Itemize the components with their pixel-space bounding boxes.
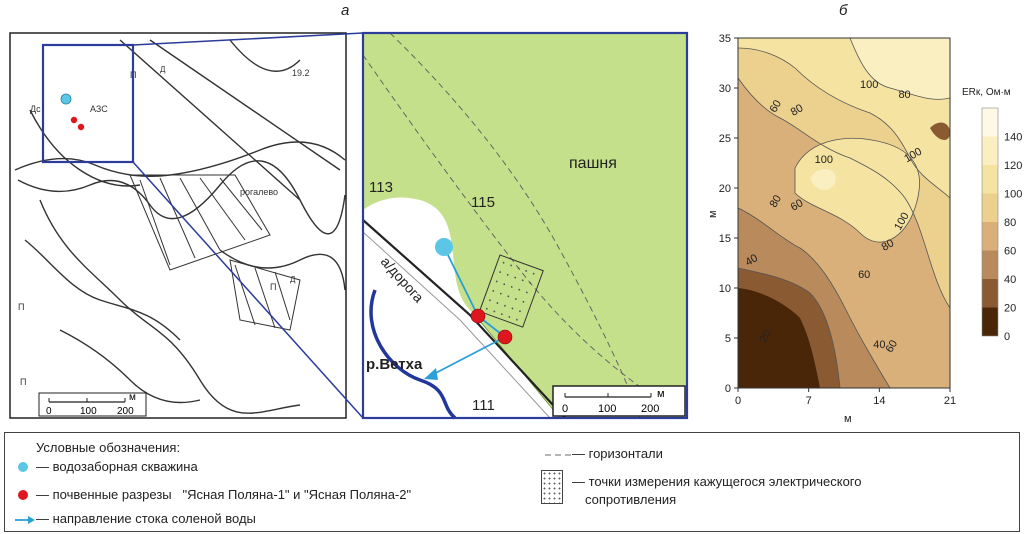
colorbar-segment xyxy=(982,108,998,137)
legend-well: — водозаборная скважина xyxy=(36,459,198,474)
legend-flow: — направление стока соленой воды xyxy=(36,511,256,526)
contour-value-label: 60 xyxy=(884,338,901,355)
detail-map: пашня 113 115 111 а/дорога р.Ветха 0 100… xyxy=(361,31,689,420)
x-tick-label: 7 xyxy=(806,395,812,407)
x-tick-label: 0 xyxy=(735,395,741,407)
road-line xyxy=(362,219,566,419)
svg-text:АЗС: АЗС xyxy=(90,104,108,114)
svg-text:Д: Д xyxy=(290,275,296,284)
scale-left-100: 100 xyxy=(80,406,97,417)
colorbar-segment xyxy=(982,250,998,279)
contour-label-115: 115 xyxy=(471,194,495,211)
river-label: р.Ветха xyxy=(366,356,423,373)
scale-left-unit: м xyxy=(129,392,136,403)
contour-value-label: 60 xyxy=(858,269,870,281)
scale-right-0: 0 xyxy=(562,403,568,415)
colorbar-tick-label: 40 xyxy=(1004,274,1016,286)
well-marker xyxy=(435,238,453,256)
contour-value-label: 80 xyxy=(880,237,897,254)
svg-text:П: П xyxy=(18,302,24,312)
colorbar-tick-label: 20 xyxy=(1004,303,1016,315)
y-tick-label: 15 xyxy=(719,233,731,245)
svg-text:Д: Д xyxy=(160,65,166,74)
contour-label-113: 113 xyxy=(369,179,393,196)
legend-pits: — почвенные разрезы "Ясная Поляна-1" и "… xyxy=(36,487,412,502)
svg-text:рогалево: рогалево xyxy=(240,187,278,197)
colorbar-segment xyxy=(982,165,998,194)
contour-line xyxy=(389,32,641,419)
colorbar-tick-label: 140 xyxy=(1004,132,1022,144)
contour-value-label: 80 xyxy=(789,102,806,119)
contour-value-label: 80 xyxy=(898,89,910,101)
contour-value-label: 20 xyxy=(757,328,774,345)
legend-title: Условные обозначения: xyxy=(36,440,181,455)
measurement-points-plot xyxy=(478,254,544,328)
soil-pit-marker xyxy=(497,329,513,345)
legend-points-line1: — точки измерения кажущегося электрическ… xyxy=(572,474,862,489)
y-axis-label: м xyxy=(707,210,719,218)
svg-text:Дс: Дс xyxy=(30,104,41,114)
flow-arrow-icon xyxy=(15,516,35,524)
legend-contours: — горизонтали xyxy=(572,446,663,461)
colorbar-segment xyxy=(982,193,998,222)
contour-value-label: 60 xyxy=(789,197,806,214)
contour-value-label: 40 xyxy=(743,252,760,269)
colorbar-segment xyxy=(982,307,998,336)
colorbar-segment xyxy=(982,136,998,165)
y-tick-label: 10 xyxy=(719,283,731,295)
colorbar-title: ERк, Ом·м xyxy=(962,87,1011,98)
y-tick-label: 25 xyxy=(719,133,731,145)
svg-text:19.2: 19.2 xyxy=(292,68,310,78)
soil-pit-marker xyxy=(470,308,486,324)
scale-right-100: 100 xyxy=(598,403,616,415)
colorbar-tick-label: 80 xyxy=(1004,217,1016,229)
contour-value-label: 100 xyxy=(815,154,833,166)
scale-left-0: 0 xyxy=(46,406,52,417)
panel-letter-a: а xyxy=(341,2,350,19)
x-tick-label: 14 xyxy=(873,395,885,407)
svg-text:П: П xyxy=(270,282,276,292)
legend-points-line2: сопротивления xyxy=(585,492,677,507)
colorbar-tick-label: 120 xyxy=(1004,160,1022,172)
y-tick-label: 0 xyxy=(725,383,731,395)
legend-box: Условные обозначения: — водозаборная скв… xyxy=(4,432,1020,532)
scale-left-200: 200 xyxy=(117,406,134,417)
arable-label: пашня xyxy=(569,155,617,172)
flow-arrow-head xyxy=(424,368,438,380)
colorbar-segment xyxy=(982,279,998,308)
scale-right-unit: м xyxy=(657,388,665,400)
colorbar-tick-label: 60 xyxy=(1004,246,1016,258)
y-tick-label: 35 xyxy=(719,33,731,45)
well-legend-icon xyxy=(18,462,28,472)
colorbar-segment xyxy=(982,222,998,251)
y-tick-label: 30 xyxy=(719,83,731,95)
points-grid-icon xyxy=(541,470,563,504)
contour-label-111: 111 xyxy=(472,397,495,414)
contour-value-label: 40 xyxy=(873,339,885,351)
svg-text:П: П xyxy=(20,377,26,387)
y-tick-label: 20 xyxy=(719,183,731,195)
x-tick-label: 21 xyxy=(944,395,956,407)
y-tick-label: 5 xyxy=(725,333,731,345)
colorbar-tick-label: 0 xyxy=(1004,331,1010,343)
river-line xyxy=(369,289,457,420)
panel-letter-b: б xyxy=(839,2,848,19)
colorbar-tick-label: 100 xyxy=(1004,189,1022,201)
pit-legend-icon xyxy=(18,490,28,500)
contour-line-icon xyxy=(545,454,571,456)
arable-land-area xyxy=(363,33,687,418)
x-axis-label: м xyxy=(844,413,852,425)
contour-value-label: 100 xyxy=(860,79,878,91)
contour-value-label: 60 xyxy=(768,98,785,115)
contour-value-label: 80 xyxy=(768,193,785,210)
scale-right-200: 200 xyxy=(641,403,659,415)
